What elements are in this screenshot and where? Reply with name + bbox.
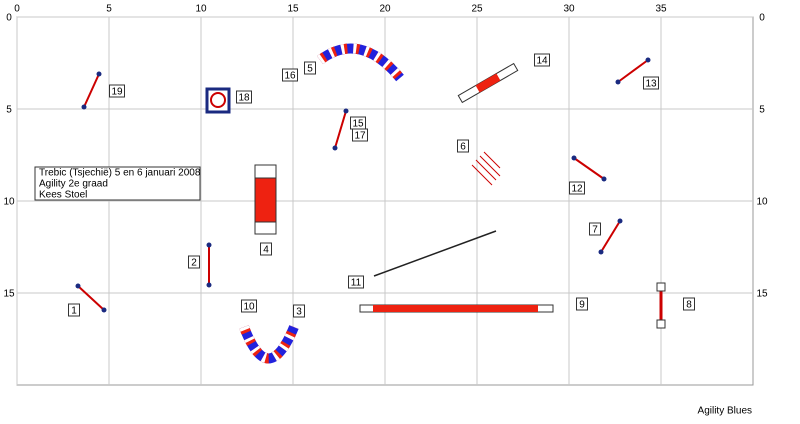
label-box [569,181,585,195]
obstacle-number: 7 [592,225,598,236]
jumps [75,57,651,313]
y-label: 5 [759,105,765,116]
x-label: 20 [379,4,391,15]
info-line: Trebic (Tsjechië) 5 en 6 januari 2008 [39,168,201,179]
footer: Agility Blues [698,406,752,417]
label-box [589,222,601,236]
y-label: 10 [756,197,768,208]
x-label: 10 [195,4,207,15]
obstacle-number: 14 [536,56,548,67]
obstacle-number: 11 [351,278,362,289]
wall [457,62,519,104]
label-box [457,139,469,153]
tunnel [317,43,404,82]
y-label: 10 [3,197,15,208]
obstacle-number: 6 [460,142,466,153]
obstacle-number: 2 [191,258,197,269]
label-box [188,255,200,269]
label-box [683,297,695,311]
label-box [293,304,305,318]
label-box [236,90,252,104]
obstacle-number: 3 [296,307,302,318]
obstacle-number: 15 [352,119,364,130]
label-box [260,242,272,256]
obstacle-number: 10 [243,302,255,313]
info-line: Kees Stoel [39,190,87,201]
y-label: 0 [6,13,12,24]
label-box [352,128,368,142]
obstacle-number: 1 [71,306,77,317]
obstacle-number: 12 [571,184,583,195]
y-label: 5 [6,105,12,116]
dog-walk-zone [373,305,538,312]
post [656,282,666,292]
info-line: Agility 2e graad [39,179,108,190]
obstacle-number: 18 [238,93,250,104]
obstacle-number: 5 [307,64,313,75]
y-label: 0 [759,13,765,24]
info-box [34,166,201,201]
label-box [576,297,588,311]
post [656,319,666,329]
weave [471,151,501,186]
x-label: 5 [106,4,112,15]
obstacle-number: 19 [111,87,123,98]
y-label: 15 [756,289,768,300]
x-label: 25 [471,4,483,15]
label-box [643,76,659,90]
obstacle-number: 9 [579,300,585,311]
table-ring [210,92,226,108]
obstacle-number: 4 [263,245,269,256]
label-box [282,68,298,82]
label-box [534,53,550,67]
x-label: 0 [14,4,20,15]
label-box [304,61,316,75]
obstacle-number: 8 [686,300,692,311]
x-label: 15 [287,4,299,15]
obstacle-number: 16 [284,71,296,82]
label-box [68,303,80,317]
obstacle-number: 17 [354,131,366,142]
obstacle-number: 13 [645,79,657,90]
label-box [109,84,125,98]
x-label: 35 [655,4,667,15]
y-label: 15 [3,289,15,300]
label-box [241,299,257,313]
x-label: 30 [563,4,575,15]
a-frame [373,230,497,277]
tunnel-stripes [239,325,299,364]
label-box [348,275,364,289]
tyre [254,177,277,223]
